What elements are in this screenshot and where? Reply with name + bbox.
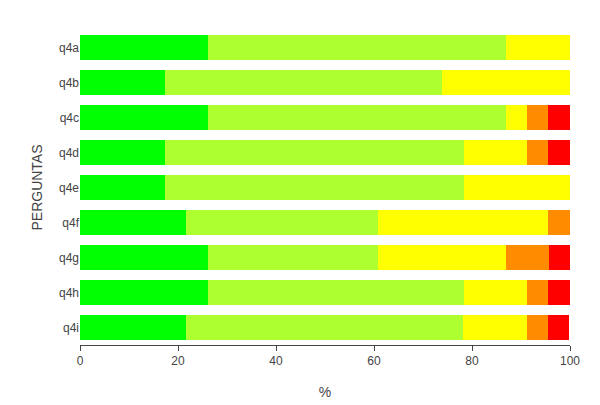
svg-text:60: 60 [367,354,381,368]
svg-text:PERGUNTAS: PERGUNTAS [29,144,45,230]
svg-text:q4b: q4b [59,76,79,90]
svg-text:q4d: q4d [59,146,79,160]
svg-text:100: 100 [560,354,580,368]
svg-text:q4a: q4a [59,41,79,55]
svg-text:q4h: q4h [59,286,79,300]
svg-text:q4f: q4f [62,216,79,230]
svg-text:q4e: q4e [59,181,79,195]
svg-text:q4c: q4c [60,111,79,125]
svg-text:q4i: q4i [63,321,79,335]
svg-text:q4g: q4g [59,251,79,265]
svg-text:20: 20 [171,354,185,368]
svg-text:%: % [319,384,331,400]
svg-text:80: 80 [465,354,479,368]
svg-text:40: 40 [269,354,283,368]
svg-text:0: 0 [77,354,84,368]
